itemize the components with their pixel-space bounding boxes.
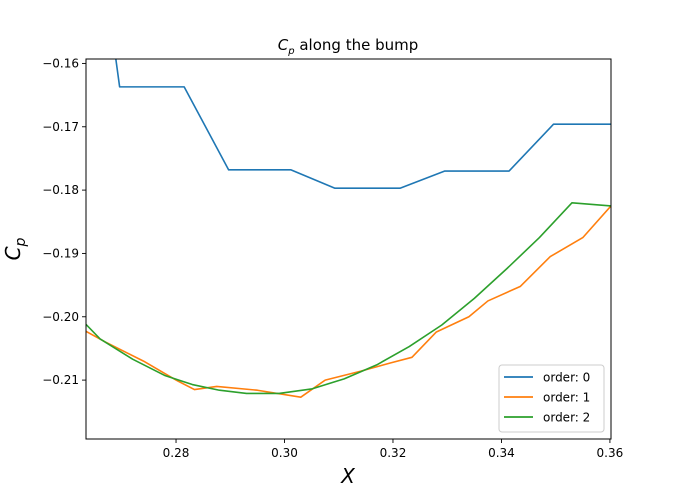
plot-frame bbox=[85, 58, 612, 440]
chart-title: Cp along the bump bbox=[278, 36, 419, 57]
y-axis-label: Cp bbox=[1, 237, 29, 260]
legend-label-3: order: 2 bbox=[543, 411, 590, 425]
legend-box bbox=[498, 364, 605, 433]
y-axis-label-subscript: p bbox=[13, 237, 29, 247]
y-tick-label: −0.20 bbox=[42, 310, 79, 324]
y-tick-label: −0.16 bbox=[42, 56, 79, 70]
ticks-layer: 0.28 0.30 0.32 0.34 0.36 −0.16 −0.17 −0.18 −0.19… bbox=[42, 56, 623, 460]
x-tick-label: 0.30 bbox=[271, 446, 298, 460]
x-tick-label: 0.32 bbox=[380, 446, 407, 460]
y-axis-label-main: C bbox=[1, 246, 25, 260]
y-tick-label: −0.21 bbox=[42, 373, 79, 387]
series-layer bbox=[86, 59, 611, 399]
chart-title-subscript: p bbox=[287, 46, 294, 57]
legend-label-2: order: 1 bbox=[543, 391, 590, 405]
x-tick-label: 0.36 bbox=[597, 446, 624, 460]
chart-title-main: C bbox=[278, 36, 289, 54]
chart-title-rest: along the bump bbox=[295, 36, 419, 54]
legend: order: 0 order: 1 order: 2 bbox=[498, 364, 605, 433]
x-tick-label: 0.28 bbox=[163, 446, 190, 460]
series-line-3 bbox=[86, 201, 611, 395]
y-tick-label: −0.17 bbox=[42, 120, 79, 134]
series-line-1 bbox=[114, 59, 611, 189]
y-tick-label: −0.19 bbox=[42, 246, 79, 260]
x-tick-label: 0.34 bbox=[488, 446, 515, 460]
legend-label-1: order: 0 bbox=[543, 371, 590, 385]
y-tick-label: −0.18 bbox=[42, 183, 79, 197]
x-axis-label: X bbox=[340, 464, 356, 488]
